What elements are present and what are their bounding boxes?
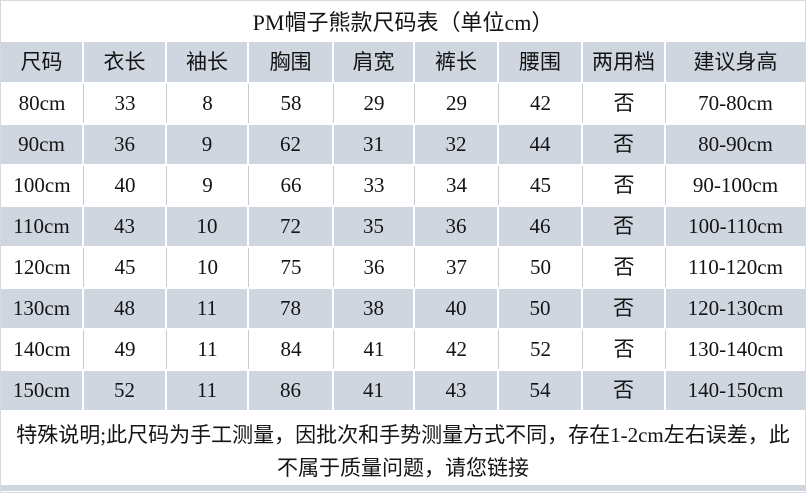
table-cell: 否: [583, 166, 666, 205]
table-row: 130cm 48 11 78 38 40 50 否 120-130cm: [1, 289, 805, 328]
table-cell: 52: [84, 371, 167, 410]
table-cell: 33: [84, 84, 167, 123]
table-cell: 否: [583, 371, 666, 410]
table-cell: 120cm: [1, 248, 84, 287]
table-cell: 130-140cm: [666, 330, 805, 369]
table-row: 100cm 40 9 66 33 34 45 否 90-100cm: [1, 166, 805, 205]
table-cell: 90cm: [1, 125, 84, 164]
table-cell: 36: [334, 248, 415, 287]
table-cell: 110-120cm: [666, 248, 805, 287]
bottom-edge-strip: [1, 485, 805, 491]
table-cell: 45: [84, 248, 167, 287]
table-cell: 否: [583, 125, 666, 164]
table-cell: 140cm: [1, 330, 84, 369]
table-row: 120cm 45 10 75 36 37 50 否 110-120cm: [1, 248, 805, 287]
table-cell: 40: [415, 289, 499, 328]
table-cell: 11: [167, 289, 249, 328]
table-cell: 100-110cm: [666, 207, 805, 246]
footer-note-line1: 特殊说明;此尺码为手工测量，因批次和手势测量方式不同，存在1-2cm左右误差，此: [16, 423, 790, 447]
header-cell: 建议身高: [666, 42, 805, 82]
table-cell: 120-130cm: [666, 289, 805, 328]
table-cell: 否: [583, 248, 666, 287]
table-cell: 否: [583, 330, 666, 369]
table-cell: 43: [415, 371, 499, 410]
table-cell: 80cm: [1, 84, 84, 123]
table-row: 150cm 52 11 86 41 43 54 否 140-150cm: [1, 371, 805, 410]
table-cell: 31: [334, 125, 415, 164]
table-cell: 42: [499, 84, 583, 123]
table-cell: 44: [499, 125, 583, 164]
table-cell: 否: [583, 207, 666, 246]
table-cell: 130cm: [1, 289, 84, 328]
table-cell: 84: [249, 330, 334, 369]
table-row: 80cm 33 8 58 29 29 42 否 70-80cm: [1, 84, 805, 123]
table-cell: 86: [249, 371, 334, 410]
table-cell: 52: [499, 330, 583, 369]
table-cell: 11: [167, 371, 249, 410]
table-cell: 46: [499, 207, 583, 246]
table-cell: 34: [415, 166, 499, 205]
table-row: 110cm 43 10 72 35 36 46 否 100-110cm: [1, 207, 805, 246]
table-cell: 29: [415, 84, 499, 123]
table-cell: 10: [167, 207, 249, 246]
size-table: 尺码 衣长 袖长 胸围 肩宽 裤长 腰围 两用档 建议身高 80cm 33 8 58 29 29 42 否 70-…: [1, 42, 805, 410]
table-cell: 36: [415, 207, 499, 246]
table-cell: 40: [84, 166, 167, 205]
table-cell: 50: [499, 248, 583, 287]
table-row: 90cm 36 9 62 31 32 44 否 80-90cm: [1, 125, 805, 164]
table-cell: 37: [415, 248, 499, 287]
table-cell: 70-80cm: [666, 84, 805, 123]
header-cell: 尺码: [1, 42, 84, 82]
table-cell: 9: [167, 166, 249, 205]
table-cell: 42: [415, 330, 499, 369]
table-cell: 48: [84, 289, 167, 328]
footer-note: 特殊说明;此尺码为手工测量，因批次和手势测量方式不同，存在1-2cm左右误差，此…: [1, 410, 805, 485]
table-cell: 35: [334, 207, 415, 246]
table-header-row: 尺码 衣长 袖长 胸围 肩宽 裤长 腰围 两用档 建议身高: [1, 42, 805, 82]
table-cell: 41: [334, 371, 415, 410]
table-cell: 36: [84, 125, 167, 164]
table-cell: 90-100cm: [666, 166, 805, 205]
header-cell: 肩宽: [334, 42, 415, 82]
table-cell: 150cm: [1, 371, 84, 410]
header-cell: 腰围: [499, 42, 583, 82]
table-cell: 110cm: [1, 207, 84, 246]
table-cell: 72: [249, 207, 334, 246]
header-cell: 袖长: [167, 42, 249, 82]
table-cell: 8: [167, 84, 249, 123]
footer-note-line2: 不属于质量问题，请您链接: [277, 456, 529, 480]
table-cell: 32: [415, 125, 499, 164]
table-cell: 29: [334, 84, 415, 123]
header-cell: 两用档: [583, 42, 666, 82]
chart-title: PM帽子熊款尺码表（单位cm）: [1, 1, 805, 42]
table-cell: 43: [84, 207, 167, 246]
table-cell: 58: [249, 84, 334, 123]
header-cell: 衣长: [84, 42, 167, 82]
table-cell: 10: [167, 248, 249, 287]
table-cell: 62: [249, 125, 334, 164]
table-cell: 9: [167, 125, 249, 164]
header-cell: 胸围: [249, 42, 334, 82]
table-cell: 否: [583, 289, 666, 328]
table-cell: 100cm: [1, 166, 84, 205]
table-cell: 75: [249, 248, 334, 287]
table-cell: 49: [84, 330, 167, 369]
table-cell: 11: [167, 330, 249, 369]
table-cell: 33: [334, 166, 415, 205]
table-cell: 140-150cm: [666, 371, 805, 410]
table-cell: 78: [249, 289, 334, 328]
table-cell: 否: [583, 84, 666, 123]
table-cell: 66: [249, 166, 334, 205]
table-cell: 54: [499, 371, 583, 410]
header-cell: 裤长: [415, 42, 499, 82]
table-cell: 45: [499, 166, 583, 205]
table-cell: 50: [499, 289, 583, 328]
table-cell: 41: [334, 330, 415, 369]
table-cell: 80-90cm: [666, 125, 805, 164]
table-row: 140cm 49 11 84 41 42 52 否 130-140cm: [1, 330, 805, 369]
table-cell: 38: [334, 289, 415, 328]
